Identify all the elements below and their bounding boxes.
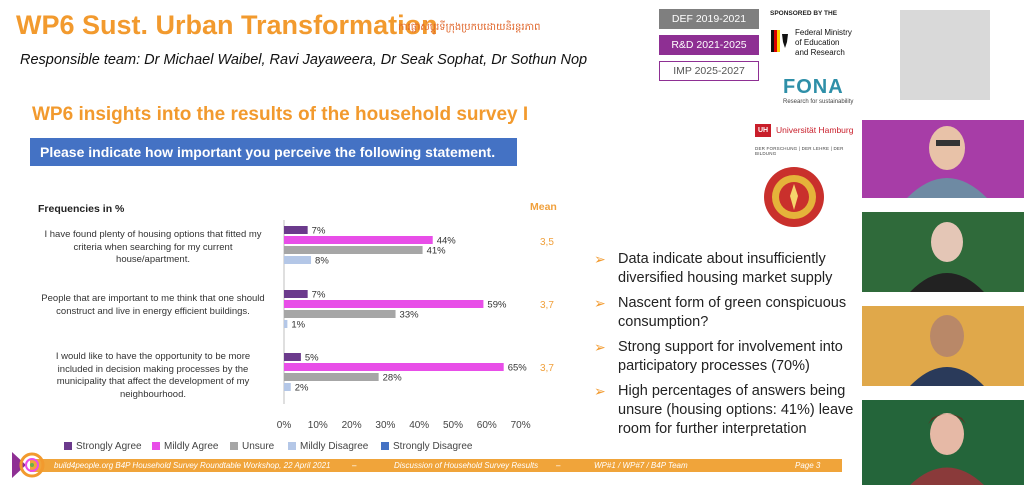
- slide-thumbnail-strip: [862, 198, 1024, 212]
- sponsor-label: SPONSORED BY THE: [770, 10, 838, 17]
- university-seal-icon: [764, 167, 824, 227]
- data-label-1-2: 44%: [437, 236, 457, 247]
- x-tick-label: 30%: [375, 420, 395, 431]
- legend-strongly-agree: Strongly Agree: [64, 441, 142, 452]
- footer-topic: Discussion of Household Survey Results: [394, 461, 539, 470]
- mean-value-2: 3,7: [540, 300, 554, 311]
- phase-rd: R&D 2021-2025: [659, 35, 759, 55]
- bar-2-strongly-agree: [284, 290, 308, 298]
- uhh-logo: UH: [755, 124, 771, 137]
- legend-mildly-disagree: Mildly Disagree: [288, 441, 368, 452]
- person-video-icon: [907, 126, 987, 198]
- insights-list: ➢ Data indicate about insufficiently dive…: [594, 250, 854, 445]
- uhh-name: Universität Hamburg: [776, 125, 854, 135]
- slide-thumbnail-strip: [862, 386, 1024, 400]
- chart-heading: Frequencies in %: [38, 203, 125, 215]
- participant-gallery: [862, 0, 1024, 485]
- b4p-logo-icon: [12, 452, 45, 478]
- phase-def: DEF 2019-2021: [659, 9, 759, 29]
- bar-3-mildly-agree: [284, 363, 504, 371]
- x-tick-label: 0%: [277, 420, 292, 431]
- bar-2-mildly-agree: [284, 300, 484, 308]
- data-label-1-1: 7%: [312, 226, 326, 237]
- bar-3-mildly-disagree: [284, 383, 291, 391]
- slide-thumbnail-strip: [862, 292, 1024, 306]
- data-label-2-2: 59%: [487, 300, 507, 311]
- data-label-1-3: 41%: [427, 246, 447, 257]
- x-tick-label: 70%: [511, 420, 531, 431]
- arrow-icon: ➢: [594, 383, 606, 399]
- presentation-slide: WP6 Sust. Urban Transformation ការផ្លាស់…: [0, 0, 862, 485]
- person-video-icon: [910, 413, 984, 485]
- data-label-3-2: 65%: [508, 363, 528, 374]
- footer-dash-2: –: [556, 461, 561, 470]
- data-label-3-4: 2%: [295, 383, 309, 394]
- x-tick-label: 50%: [443, 420, 463, 431]
- data-label-1-4: 8%: [315, 256, 329, 267]
- data-label-3-3: 28%: [383, 373, 403, 384]
- footer-team: WP#1 / WP#7 / B4P Team: [594, 461, 688, 470]
- mean-heading: Mean: [530, 201, 557, 213]
- data-label-2-4: 1%: [291, 320, 305, 331]
- slide-thumbnail-strip: [862, 106, 1024, 120]
- arrow-icon: ➢: [594, 339, 606, 355]
- bmbf-eagle-logo: [771, 30, 788, 52]
- category-label-3: I would like to have the opportunity to …: [55, 351, 251, 400]
- bar-1-mildly-agree: [284, 236, 433, 244]
- participant-tile-4[interactable]: [862, 292, 1024, 386]
- data-label-3-1: 5%: [305, 353, 319, 364]
- legend-unsure: Unsure: [230, 441, 274, 452]
- person-video-icon: [910, 315, 984, 386]
- insight-bullet-1: ➢ Data indicate about insufficiently dive…: [594, 251, 833, 286]
- arrow-icon: ➢: [594, 295, 606, 311]
- fona-subtitle: Research for sustainability: [783, 99, 854, 105]
- insight-bullet-4: ➢ High percentages of answers being unsur…: [594, 383, 854, 437]
- participant-tile-1[interactable]: [862, 0, 1024, 106]
- insight-bullet-2: ➢ Nascent form of green conspicuous consu…: [594, 295, 847, 330]
- bar-1-unsure: [284, 246, 423, 254]
- avatar-placeholder-icon: [900, 10, 990, 100]
- bar-2-unsure: [284, 310, 396, 318]
- participant-tile-2[interactable]: [862, 106, 1024, 198]
- legend-mildly-agree: Mildly Agree: [152, 441, 218, 452]
- bar-1-strongly-agree: [284, 226, 308, 234]
- insight-bullet-3: ➢ Strong support for involvement into par…: [594, 339, 843, 374]
- uhh-motto: DER FORSCHUNG | DER LEHRE | DER BILDUNG: [755, 146, 844, 156]
- bar-1-mildly-disagree: [284, 256, 312, 264]
- slide-title-khmer: ការផ្លាស់ប្តូរទីក្រុងប្រកបដោយនិរន្តរភាព: [398, 22, 541, 33]
- footer-bar: [30, 459, 842, 472]
- footer-page: Page 3: [795, 461, 821, 470]
- bar-2-mildly-disagree: [284, 320, 288, 328]
- person-video-icon: [910, 222, 984, 292]
- legend-strongly-disagree: Strongly Disagree: [381, 441, 472, 452]
- responsible-team: Responsible team: Dr Michael Waibel, Rav…: [20, 52, 588, 68]
- bar-3-strongly-agree: [284, 353, 301, 361]
- insight-title: WP6 insights into the results of the hou…: [32, 104, 529, 125]
- arrow-icon: ➢: [594, 251, 606, 267]
- question-banner: Please indicate how important you percei…: [30, 138, 517, 166]
- fona-logo: FONA: [783, 76, 844, 98]
- x-tick-label: 20%: [342, 420, 362, 431]
- category-label-1: I have found plenty of housing options t…: [44, 229, 262, 265]
- footer-dash-1: –: [352, 461, 357, 470]
- x-tick-label: 10%: [308, 420, 328, 431]
- data-label-2-3: 33%: [400, 310, 420, 321]
- footer-event: build4people.org B4P Household Survey Ro…: [54, 461, 331, 470]
- x-tick-label: 40%: [409, 420, 429, 431]
- x-tick-label: 60%: [477, 420, 497, 431]
- bmbf-text: Federal Ministry of Education and Resear…: [795, 28, 852, 57]
- phase-imp: IMP 2025-2027: [659, 61, 759, 81]
- mean-value-1: 3,5: [540, 237, 554, 248]
- participant-tile-3[interactable]: [862, 198, 1024, 292]
- bar-3-unsure: [284, 373, 379, 381]
- participant-tile-5[interactable]: [862, 386, 1024, 485]
- data-label-2-1: 7%: [312, 290, 326, 301]
- mean-value-3: 3,7: [540, 363, 554, 374]
- category-label-2: People that are important to me think th…: [41, 293, 265, 317]
- slide-title: WP6 Sust. Urban Transformation: [16, 10, 438, 40]
